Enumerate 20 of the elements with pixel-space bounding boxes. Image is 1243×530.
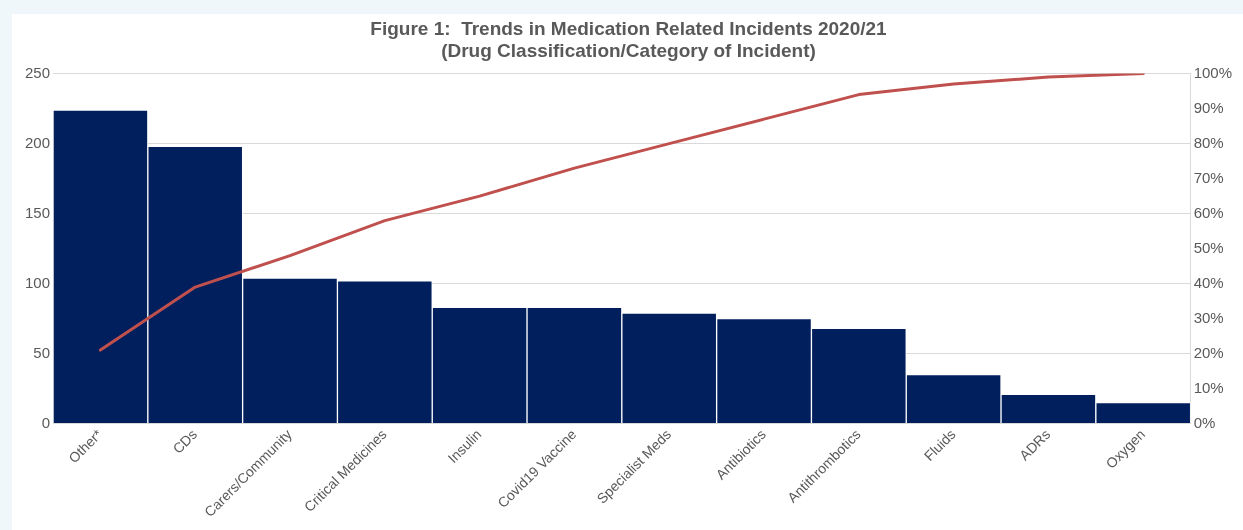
y2-tick-label: 50% [1193, 238, 1224, 256]
y2-tick-label: 70% [1193, 168, 1224, 186]
y-tick-label: 150 [25, 203, 51, 221]
y2-tick-label: 10% [1193, 378, 1224, 396]
y-tick-label: 250 [25, 63, 51, 81]
y2-tick-label: 100% [1193, 63, 1233, 81]
y2-tick-label: 80% [1193, 133, 1224, 151]
y2-tick-label: 90% [1193, 98, 1224, 116]
chart-subtitle: (Drug Classification/Category of Incident) [441, 40, 816, 62]
y2-tick-label: 30% [1193, 308, 1224, 326]
y-tick-label: 100 [25, 273, 51, 291]
y-tick-label: 200 [25, 133, 51, 151]
y2-tick-label: 20% [1193, 343, 1224, 361]
chart-title: Figure 1: Trends in Medication Related Incidents 2020/21 [370, 17, 888, 39]
y-tick-label: 50 [33, 343, 51, 361]
y2-tick-label: 0% [1193, 413, 1216, 431]
y2-tick-label: 40% [1193, 273, 1224, 291]
y-tick-label: 0 [41, 413, 51, 431]
y2-tick-label: 60% [1193, 203, 1224, 221]
x-tick-label: CDs [169, 426, 201, 457]
